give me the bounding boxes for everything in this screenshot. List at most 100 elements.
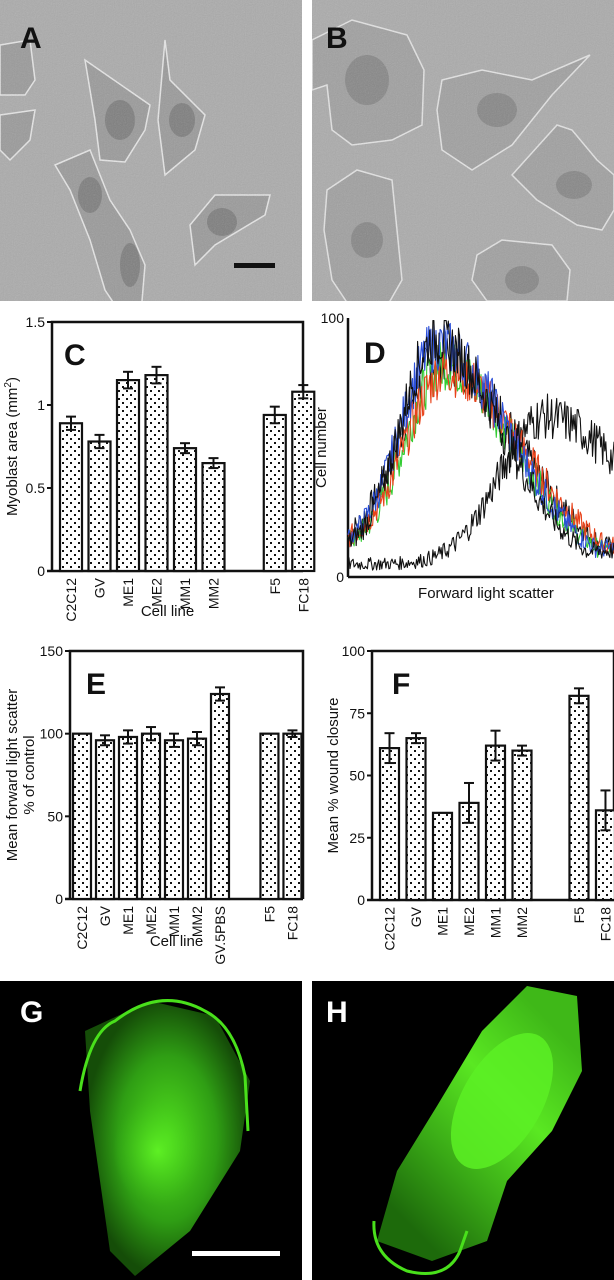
y-tick-label: 0 <box>336 569 344 585</box>
x-tick-label: FC18 <box>597 907 613 941</box>
bar <box>163 739 185 901</box>
cell-nucleus <box>450 1033 554 1169</box>
histogram-trace <box>347 321 614 559</box>
y-tick-label: 25 <box>349 830 365 846</box>
x-tick-label: MM2 <box>189 906 205 937</box>
bar <box>484 744 507 902</box>
panel-h-fluorescence <box>312 981 614 1280</box>
bar <box>259 732 280 901</box>
x-tick-label: F5 <box>267 578 283 595</box>
x-tick-label: ME1 <box>120 906 136 935</box>
panel-letter-b: B <box>326 22 348 55</box>
x-tick-label: GV <box>408 906 424 927</box>
x-tick-label: ME2 <box>143 906 159 935</box>
y-axis-label-main: Myoblast area (mm <box>4 388 21 516</box>
x-tick-label: F5 <box>571 907 587 924</box>
chart-f-wound-closure: 0 25 50 75 100 F C2C12 GV ME1 ME2 MM1 MM2 F5 FC18 Mean… <box>325 643 614 951</box>
y-tick-label: 100 <box>40 726 64 742</box>
bar <box>405 737 427 902</box>
chart-e-mean-forward-scatter: 0 50 100 150 E C2C12 GV ME1 ME2 MM1 MM2 GV.5PBS F5 FC… <box>4 643 305 965</box>
x-tick-label: MM1 <box>166 906 182 937</box>
x-tick-label: FC18 <box>295 578 311 612</box>
bar <box>458 801 480 902</box>
x-tick-label: MM1 <box>177 578 193 609</box>
y-axis-label-superscript: 2 <box>3 382 14 388</box>
bar <box>71 732 93 901</box>
plot-frame <box>50 320 305 571</box>
y-tick-label: 0 <box>37 563 45 579</box>
x-tick-label: C2C12 <box>382 907 398 951</box>
y-tick-label: 0 <box>55 891 63 907</box>
bar <box>262 413 287 573</box>
bar <box>282 732 303 901</box>
panel-letter-h: H <box>326 996 348 1029</box>
y-axis-label-line2: % of control <box>21 735 38 814</box>
panel-letter-a: A <box>20 22 42 55</box>
y-tick-label: 100 <box>342 643 366 659</box>
bar <box>115 379 141 573</box>
panel-letter: D <box>364 337 386 370</box>
bar <box>378 747 401 902</box>
y-tick-label: 50 <box>349 768 365 784</box>
panel-letter-g: G <box>20 996 44 1029</box>
y-tick-label: 0.5 <box>26 480 46 496</box>
bar <box>140 732 162 901</box>
bar <box>94 739 116 901</box>
y-tick-label: 100 <box>321 310 345 326</box>
bar <box>58 422 84 573</box>
bar <box>568 694 590 902</box>
x-tick-label: GV.5PBS <box>212 906 228 965</box>
y-axis-label: Mean % wound closure <box>325 698 342 854</box>
y-tick-label: 75 <box>349 705 365 721</box>
chart-c-myoblast-area: 0 0.5 1 1.5 C C2C12 GV ME1 ME2 MM1 MM2 F5 FC18 Cell l… <box>3 314 316 622</box>
panel-b-micrograph <box>312 0 614 301</box>
scale-bar <box>192 1251 280 1256</box>
bar <box>144 374 169 573</box>
y-tick-label: 0 <box>357 892 365 908</box>
bar <box>209 692 231 901</box>
x-tick-label: ME2 <box>461 907 477 936</box>
x-tick-label: MM1 <box>488 907 504 938</box>
x-tick-label: C2C12 <box>74 906 90 950</box>
x-tick-label: ME1 <box>120 578 136 607</box>
bar <box>201 462 226 573</box>
y-tick-label: 1 <box>37 397 45 413</box>
y-axis-label-line1: Mean forward light scatter <box>4 689 21 862</box>
bar <box>117 735 139 901</box>
y-axis-label-tail: ) <box>4 377 21 382</box>
histogram-trace <box>347 341 614 558</box>
cell-nucleus <box>113 1096 203 1206</box>
panel-letter: F <box>392 668 410 701</box>
scale-bar <box>234 263 275 268</box>
histogram-trace <box>347 331 614 555</box>
bar <box>431 811 454 902</box>
y-axis-label: Myoblast area (mm2) <box>3 377 21 516</box>
x-tick-label: MM2 <box>514 907 530 938</box>
x-tick-label: F5 <box>261 906 277 923</box>
bar <box>511 749 533 902</box>
y-axis-label: Cell number <box>313 407 330 488</box>
x-axis-label: Cell line <box>141 603 194 620</box>
x-tick-label: ME2 <box>149 578 165 607</box>
panel-letter: E <box>86 668 106 701</box>
x-axis-label: Cell line <box>150 933 203 950</box>
histogram-trace <box>347 393 614 571</box>
y-tick-label: 50 <box>47 808 63 824</box>
x-tick-label: ME1 <box>435 907 451 936</box>
y-tick-label: 1.5 <box>26 314 46 330</box>
x-tick-label: C2C12 <box>63 578 79 622</box>
histogram-trace <box>347 349 614 555</box>
plot-frame <box>68 649 305 899</box>
plot-frame <box>370 649 614 900</box>
chart-d-forward-scatter-histogram: 0 100 D Forward light scatter Cell number <box>313 310 614 602</box>
x-tick-label: GV <box>92 577 108 598</box>
x-tick-label: MM2 <box>206 578 222 609</box>
bar <box>291 390 316 573</box>
panel-a-micrograph <box>0 0 302 301</box>
bar <box>186 737 208 901</box>
bar <box>87 440 112 573</box>
panel-g-fluorescence <box>0 981 302 1280</box>
panel-letter: C <box>64 339 86 372</box>
x-tick-label: FC18 <box>284 906 300 940</box>
membrane-ruffle <box>372 1220 469 1275</box>
